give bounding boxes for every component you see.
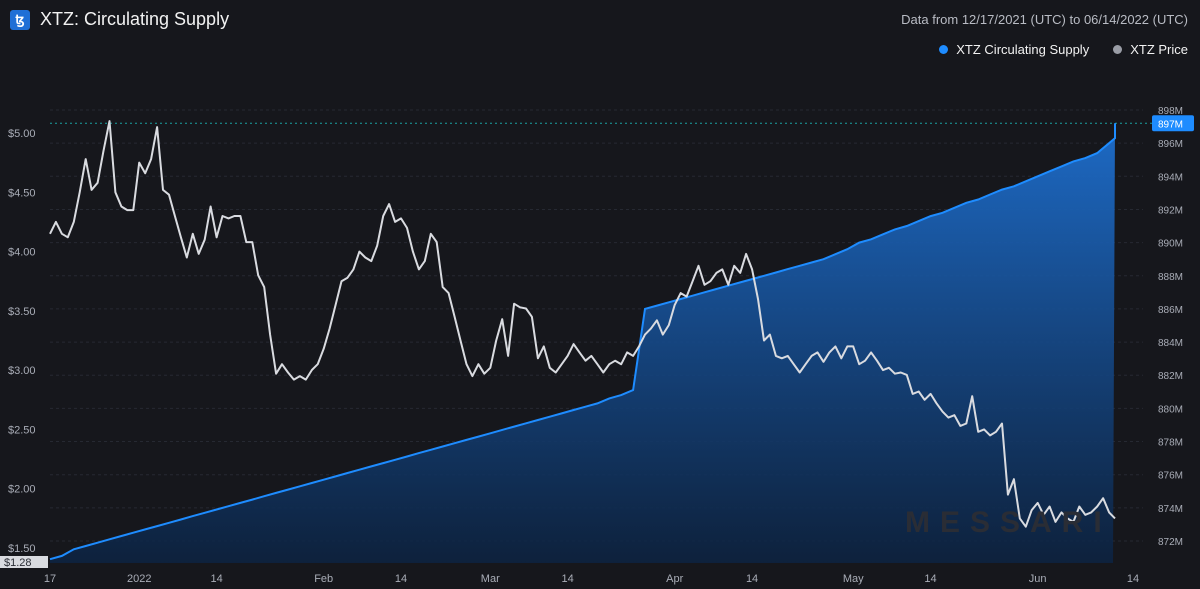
x-tick-label: Mar — [481, 573, 500, 585]
legend-label-price: XTZ Price — [1130, 42, 1188, 57]
x-tick-label: 14 — [562, 573, 574, 585]
y-right-tick-label: 890M — [1158, 239, 1183, 250]
y-right-tick-label: 898M — [1158, 106, 1183, 117]
y-right-tick-label: 882M — [1158, 371, 1183, 382]
y-left-tick-label: $4.00 — [8, 247, 36, 259]
chart-lines — [49, 120, 1116, 561]
current-price-badge — [0, 556, 48, 568]
chart-title: XTZ: Circulating Supply — [40, 9, 230, 29]
y-left-tick-label: $2.00 — [8, 484, 36, 496]
y-left-tick-label: $5.00 — [8, 128, 36, 140]
y-right-tick-label: 888M — [1158, 272, 1183, 283]
y-left-tick-label: $4.50 — [8, 187, 36, 199]
current-supply-label: 897M — [1158, 119, 1183, 130]
price-line — [49, 120, 1116, 528]
legend-dot-supply-icon — [939, 45, 949, 54]
y-right-tick-label: 880M — [1158, 404, 1183, 415]
chart-header: ꜩ XTZ: Circulating Supply Data from 12/1… — [0, 0, 1200, 40]
x-tick-label: 2022 — [127, 573, 151, 585]
y-right-tick-label: 894M — [1158, 172, 1183, 183]
chart-axes: $5.00 $4.50 $4.00 $3.50 $3.00 $2.50 $2.00 $1.50… — [0, 106, 1194, 585]
y-left-tick-label: $2.50 — [8, 424, 36, 436]
x-tick-label: Jun — [1029, 573, 1047, 585]
y-right-tick-label: 878M — [1158, 438, 1183, 449]
date-range-label: Data from 12/17/2021 (UTC) to 06/14/2022… — [901, 12, 1188, 27]
y-right-tick-label: 876M — [1158, 471, 1183, 482]
x-tick-label: 14 — [1127, 573, 1139, 585]
y-left-tick-label: $1.50 — [8, 543, 36, 555]
legend-dot-price-icon — [1113, 45, 1123, 54]
x-tick-label: 14 — [746, 573, 758, 585]
chart-legend: XTZ Circulating Supply XTZ Price — [939, 42, 1188, 57]
messari-watermark: MESSARI — [905, 506, 1112, 539]
y-right-tick-label: 884M — [1158, 338, 1183, 349]
y-right-tick-label: 886M — [1158, 305, 1183, 316]
y-right-tick-label: 874M — [1158, 504, 1183, 515]
x-tick-label: 14 — [924, 573, 936, 585]
y-right-tick-label: 872M — [1158, 537, 1183, 548]
supply-area-fill — [50, 123, 1115, 564]
x-tick-label: 14 — [395, 573, 407, 585]
x-tick-label: Apr — [666, 573, 683, 585]
supply-line — [49, 123, 1116, 561]
tezos-logo-icon: ꜩ — [10, 10, 30, 30]
y-right-tick-label: 892M — [1158, 205, 1183, 216]
supply-area — [50, 123, 1115, 564]
y-right-tick-label: 896M — [1158, 139, 1183, 150]
x-tick-label: Feb — [314, 573, 333, 585]
y-left-tick-label: $3.50 — [8, 306, 36, 318]
current-price-label: $1.28 — [4, 557, 32, 569]
y-left-tick-label: $3.00 — [8, 365, 36, 377]
legend-item-price[interactable]: XTZ Price — [1113, 42, 1188, 57]
legend-label-supply: XTZ Circulating Supply — [956, 42, 1090, 57]
current-supply-badge — [1152, 115, 1194, 132]
x-tick-label: May — [843, 573, 864, 585]
x-tick-label: 14 — [210, 573, 222, 585]
legend-item-supply[interactable]: XTZ Circulating Supply — [939, 42, 1089, 57]
x-tick-label: 17 — [44, 573, 56, 585]
